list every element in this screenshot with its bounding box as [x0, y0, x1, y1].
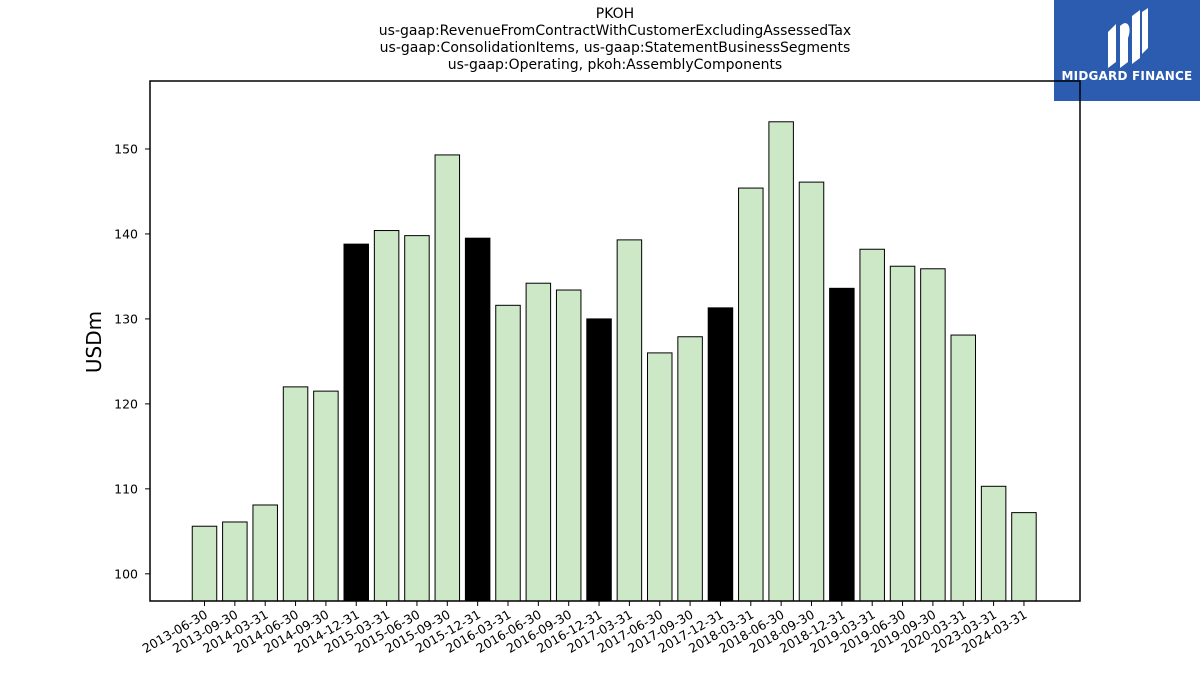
- bar-2020-03-31: [950, 334, 976, 602]
- bars-layer: [191, 121, 1037, 602]
- bar-2018-09-30: [798, 181, 825, 602]
- bar-2017-03-31: [616, 239, 643, 602]
- title-line-axes: us-gaap:ConsolidationItems, us-gaap:Stat…: [379, 40, 851, 56]
- bar-2019-06-30: [889, 265, 916, 602]
- bar-2016-06-30: [525, 282, 552, 602]
- y-tick-label: 100: [114, 566, 138, 581]
- bar-2023-03-31: [980, 485, 1007, 602]
- midgard-finance-logo-icon: [1108, 8, 1148, 68]
- bar-2013-09-30: [222, 521, 248, 602]
- bar-2019-03-31: [859, 248, 885, 602]
- bar-2016-03-31: [495, 304, 521, 602]
- y-tick-label: 130: [114, 311, 138, 326]
- y-axis-label: USDm: [82, 311, 106, 373]
- chart-title: PKOH us-gaap:RevenueFromContractWithCust…: [150, 6, 1080, 74]
- title-line-members: us-gaap:Operating, pkoh:AssemblyComponen…: [447, 57, 783, 73]
- y-tick-label: 150: [114, 141, 138, 156]
- title-line-ticker: PKOH: [595, 6, 635, 22]
- bar-2016-09-30: [555, 289, 582, 602]
- y-tick-label: 120: [114, 396, 138, 411]
- bar-2018-03-31: [738, 187, 764, 602]
- bar-2015-12-31: [464, 237, 491, 602]
- title-line-concept: us-gaap:RevenueFromContractWithCustomerE…: [378, 23, 852, 39]
- bar-2018-06-30: [768, 121, 794, 602]
- bar-2017-09-30: [677, 336, 703, 602]
- bar-2016-12-31: [586, 318, 612, 602]
- bar-2019-09-30: [920, 268, 946, 602]
- plot-frame: [149, 80, 1081, 602]
- bar-2024-03-31: [1011, 512, 1037, 602]
- bar-2015-03-31: [373, 230, 400, 602]
- bar-2014-06-30: [282, 386, 309, 602]
- bar-2017-12-31: [707, 307, 734, 602]
- bar-2014-09-30: [313, 390, 339, 602]
- bar-2018-12-31: [829, 287, 855, 602]
- midgard-finance-logo: MIDGARD FINANCE: [1054, 0, 1200, 101]
- bar-2013-06-30: [191, 525, 218, 602]
- logo-text: MIDGARD FINANCE: [1061, 69, 1193, 83]
- y-tick-label: 110: [114, 481, 138, 496]
- bar-2017-06-30: [647, 352, 673, 602]
- bar-2014-12-31: [343, 243, 369, 602]
- bar-2014-03-31: [252, 504, 278, 602]
- y-tick-label: 140: [114, 226, 138, 241]
- bar-2015-09-30: [434, 154, 461, 602]
- bar-2015-06-30: [404, 235, 430, 602]
